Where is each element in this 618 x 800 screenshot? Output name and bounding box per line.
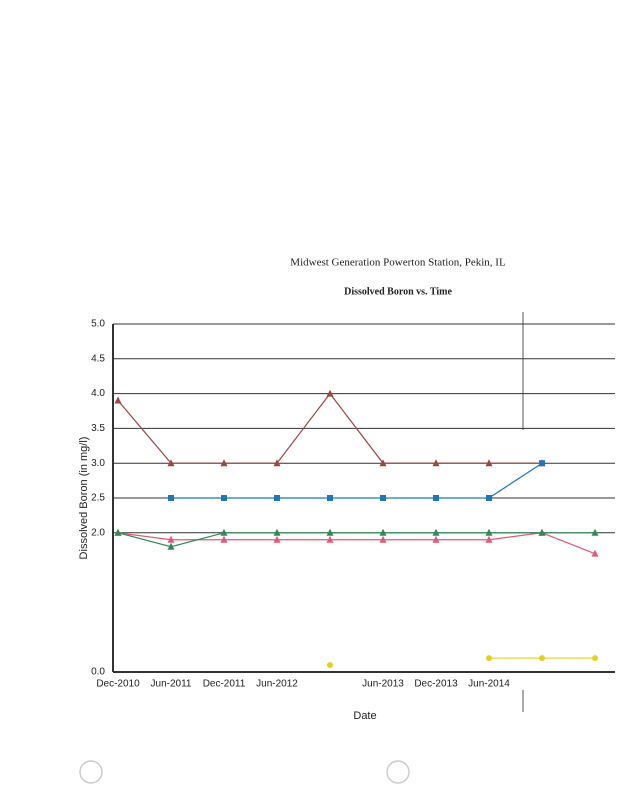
x-tick-label: Dec-2013 [414, 679, 458, 690]
point [167, 535, 175, 543]
point [273, 459, 281, 467]
y-tick-label: 4.5 [91, 353, 105, 364]
point [485, 528, 493, 536]
y-tick-label: 3.5 [91, 423, 105, 434]
point [591, 549, 599, 557]
point [539, 460, 545, 467]
point [220, 535, 228, 543]
chart-subtitle: Dissolved Boron vs. Time [344, 286, 452, 297]
point [327, 495, 333, 501]
point [379, 528, 387, 536]
point [486, 655, 492, 662]
point [380, 495, 386, 501]
series-line [117, 532, 595, 548]
point [591, 528, 599, 536]
point [485, 459, 493, 467]
point [220, 528, 228, 536]
y-axis-label: Dissolved Boron (in mg/l) [78, 437, 90, 560]
y-tick-label: 0.0 [91, 667, 105, 678]
x-tick-label: Dec-2010 [96, 679, 140, 690]
x-tick-label: Jun-2013 [362, 679, 404, 690]
point [539, 655, 545, 662]
point [379, 459, 387, 467]
point [538, 528, 546, 536]
point [168, 495, 174, 501]
point [220, 459, 228, 467]
point [326, 389, 334, 397]
point [167, 459, 175, 467]
point [114, 528, 122, 536]
x-tick-label: Jun-2012 [256, 679, 298, 690]
y-tick-label: 2.0 [91, 527, 105, 538]
x-axis-label: Date [353, 710, 376, 722]
x-tick-label: Dec-2011 [203, 679, 246, 690]
point [114, 396, 122, 404]
point [273, 528, 281, 536]
point [485, 535, 493, 543]
point [432, 535, 440, 543]
y-tick-label: 3.0 [91, 458, 105, 469]
point [326, 528, 334, 536]
x-tick-label: Jun-2014 [468, 679, 510, 690]
point [274, 495, 280, 501]
point [326, 535, 334, 543]
point [379, 535, 387, 543]
point [432, 459, 440, 467]
punch-hole [386, 760, 410, 784]
point [432, 528, 440, 536]
y-tick-label: 4.0 [91, 388, 105, 399]
series-line [171, 462, 543, 499]
point [327, 662, 333, 669]
point [592, 655, 598, 662]
chart-title: Midwest Generation Powerton Station, Pek… [290, 257, 506, 269]
point [273, 535, 281, 543]
point [433, 495, 439, 501]
point [221, 495, 227, 501]
punch-hole [79, 760, 103, 784]
point [167, 542, 175, 550]
point [486, 495, 492, 501]
x-tick-label: Jun-2011 [151, 679, 192, 690]
series-line [117, 532, 596, 555]
y-tick-label: 2.5 [91, 493, 105, 504]
y-tick-label: 5.0 [91, 319, 105, 330]
